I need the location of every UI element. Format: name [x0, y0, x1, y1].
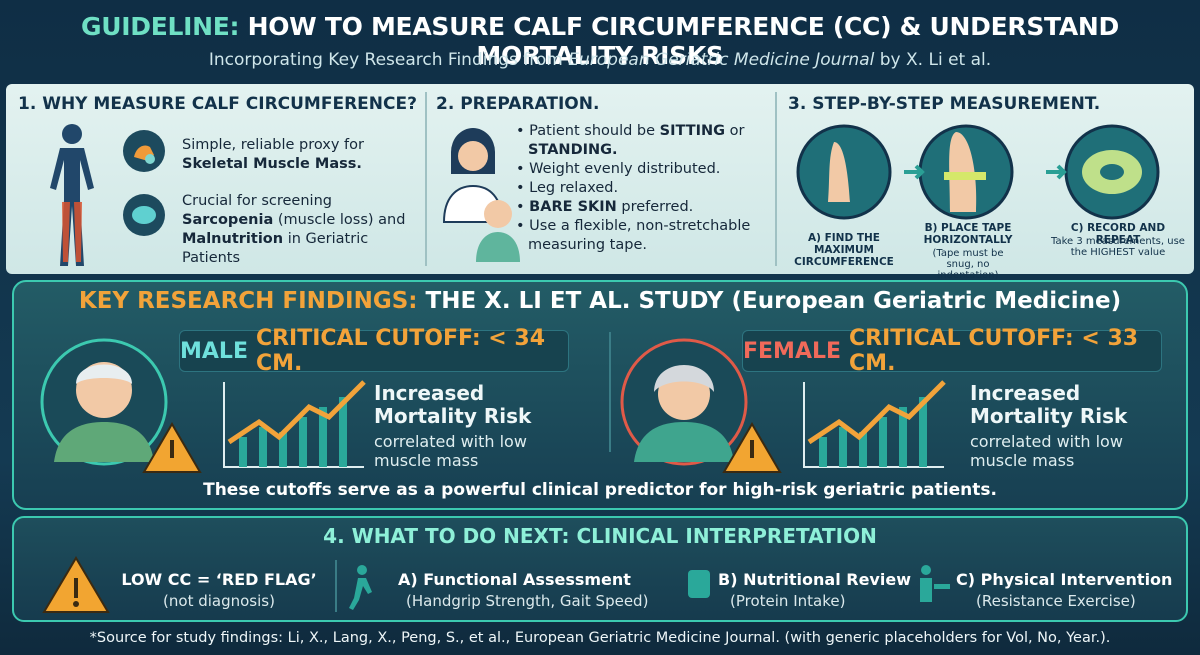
step-note: Take 3 measurements, use the HIGHEST val…: [1051, 236, 1185, 258]
action-label: A) Functional Assessment: [398, 570, 631, 589]
doctor-patient-icon: [442, 128, 520, 262]
section-heading: 3. STEP-BY-STEP MEASUREMENT.: [788, 94, 1101, 114]
action-label: C) Physical Intervention: [956, 570, 1173, 589]
action-note: (Handgrip Strength, Gait Speed): [406, 592, 649, 610]
text: (muscle loss) and: [277, 212, 406, 228]
prep-list: • Patient should be SITTING or STANDING.…: [516, 122, 776, 255]
flag-note: (not diagnosis): [163, 592, 275, 610]
divider: [775, 92, 777, 266]
top-panel: 1. WHY MEASURE CALF CIRCUMFERENCE? Simpl…: [6, 84, 1194, 281]
prep-item: • Weight evenly distributed.: [516, 161, 721, 177]
text-bold: Skeletal Muscle Mass.: [182, 156, 362, 172]
female-cutoff: FEMALE CRITICAL CUTOFF: < 33 CM.: [742, 326, 1162, 376]
text: Simple, reliable proxy for: [182, 137, 364, 153]
section-heading: 2. PREPARATION.: [436, 94, 600, 114]
male-cutoff: MALE CRITICAL CUTOFF: < 34 CM.: [179, 326, 569, 376]
action-label: B) Nutritional Review: [718, 570, 911, 589]
step-icons: [796, 124, 1160, 220]
subtitle-part: Incorporating Key Research Findings from: [208, 50, 563, 70]
heading-lead: KEY RESEARCH FINDINGS:: [78, 288, 418, 314]
title-text: HOW TO MEASURE CALF CIRCUMFERENCE (CC) &…: [247, 12, 1120, 70]
findings-icons: [40, 332, 946, 473]
risk-detail: correlated with low muscle mass: [970, 432, 1123, 470]
next-panel: 4. WHAT TO DO NEXT: CLINICAL INTERPRETAT…: [12, 516, 1188, 622]
divider: [425, 92, 427, 266]
prep-item: • Leg relaxed.: [516, 180, 619, 196]
topic-icons: [123, 130, 165, 236]
text: Leg relaxed.: [529, 180, 619, 196]
prep-item: • BARE SKIN preferred.: [516, 199, 694, 215]
subtitle-journal: European Geriatric Medicine Journal: [568, 50, 875, 70]
sex-label: MALE: [180, 338, 248, 364]
flag-label: LOW CC = ‘RED FLAG’: [121, 570, 317, 589]
prep-item: • Patient should be SITTING or STANDING.: [516, 123, 745, 158]
text-bold: STANDING.: [528, 142, 618, 158]
subtitle-part: by X. Li et al.: [879, 50, 992, 70]
step-label: B) PLACE TAPE HORIZONTALLY: [923, 222, 1013, 246]
text-bold: Malnutrition: [182, 231, 284, 247]
text: Patient should be: [529, 123, 656, 139]
step-note: (Tape must be snug, no indentation): [932, 248, 1004, 281]
text: Crucial for screening: [182, 193, 332, 209]
prep-item: • Use a flexible, non-stretchable measur…: [516, 218, 751, 253]
text-bold: Sarcopenia: [182, 212, 274, 228]
cutoff-label: CRITICAL CUTOFF: < 34 CM.: [255, 326, 546, 376]
source-note: *Source for study findings: Li, X., Lang…: [89, 630, 1111, 646]
text: or: [729, 123, 745, 139]
step-label: A) FIND THE MAXIMUM CIRCUMFERENCE: [794, 232, 894, 268]
body-icon: [50, 124, 94, 266]
risk-detail: correlated with low muscle mass: [374, 432, 527, 470]
action-note: (Resistance Exercise): [976, 592, 1136, 610]
action-note: (Protein Intake): [730, 592, 846, 610]
title: GUIDELINE: HOW TO MEASURE CALF CIRCUMFER…: [0, 12, 1200, 70]
heading-text: THE X. LI ET AL. STUDY (European Geriatr…: [425, 288, 1122, 314]
text-bold: SITTING: [659, 123, 726, 139]
section-heading: 1. WHY MEASURE CALF CIRCUMFERENCE?: [18, 94, 417, 114]
next-heading: 4. WHAT TO DO NEXT: CLINICAL INTERPRETAT…: [323, 524, 877, 548]
text: in Geriatric Patients: [182, 231, 369, 266]
text: Use a flexible, non-stretchable measurin…: [528, 218, 751, 253]
cutoff-label: CRITICAL CUTOFF: < 33 CM.: [849, 326, 1139, 376]
findings-panel: KEY RESEARCH FINDINGS: THE X. LI ET AL. …: [12, 280, 1188, 510]
text-bold: BARE SKIN: [529, 199, 617, 215]
findings-heading: KEY RESEARCH FINDINGS: THE X. LI ET AL. …: [14, 288, 1186, 314]
next-icons: [42, 556, 950, 613]
risk-label: Increased Mortality Risk: [374, 381, 532, 428]
why-point: Crucial for screening Sarcopenia (muscle …: [182, 192, 427, 268]
text: preferred.: [621, 199, 694, 215]
subtitle: Incorporating Key Research Findings from…: [0, 50, 1200, 70]
findings-summary: These cutoffs serve as a powerful clinic…: [203, 480, 997, 500]
step-label: C) RECORD AND REPEAT: [1070, 222, 1166, 246]
why-point: Simple, reliable proxy for Skeletal Muscl…: [182, 136, 422, 174]
text: Weight evenly distributed.: [529, 161, 721, 177]
title-lead: GUIDELINE:: [81, 12, 240, 41]
risk-label: Increased Mortality Risk: [970, 381, 1128, 428]
sex-label: FEMALE: [743, 338, 842, 364]
